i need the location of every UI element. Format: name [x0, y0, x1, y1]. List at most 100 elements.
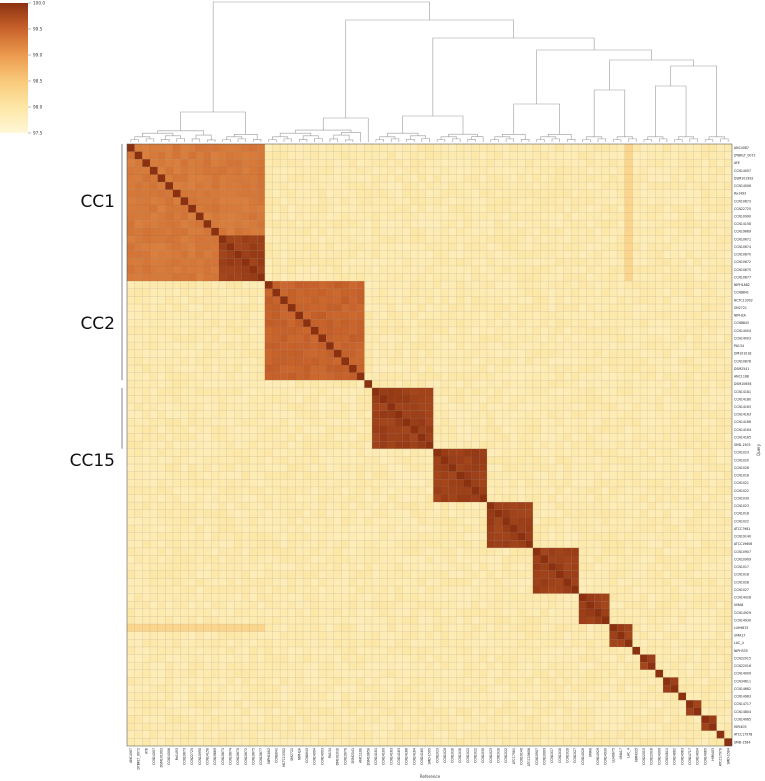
- heatmap-cell: [410, 509, 419, 518]
- heatmap-cell: [364, 159, 373, 167]
- heatmap-cell: [655, 502, 664, 510]
- heatmap-cell: [303, 174, 311, 183]
- heatmap-cell: [241, 334, 250, 343]
- heatmap-cell: [249, 502, 258, 510]
- heatmap-cell: [486, 342, 495, 350]
- heatmap-cell: [402, 235, 411, 244]
- heatmap-cell: [295, 204, 304, 213]
- heatmap-cell: [632, 456, 641, 465]
- heatmap-cell: [333, 555, 342, 564]
- heatmap-cell: [640, 159, 648, 167]
- heatmap-cell: [195, 304, 204, 312]
- heatmap-cell: [280, 159, 288, 167]
- heatmap-cell: [264, 448, 273, 457]
- heatmap-cell: [379, 166, 388, 175]
- heatmap-cell: [349, 608, 357, 617]
- heatmap-cell: [195, 258, 204, 266]
- heatmap-cell: [287, 502, 296, 510]
- heatmap-cell: [640, 608, 648, 617]
- heatmap-cell: [640, 258, 648, 266]
- heatmap-cell: [701, 380, 710, 388]
- heatmap-cell: [402, 288, 411, 297]
- heatmap-cell: [142, 486, 151, 495]
- heatmap-cell: [709, 464, 717, 472]
- heatmap-cell: [456, 601, 465, 609]
- heatmap-cell: [601, 387, 610, 396]
- heatmap-cell: [609, 547, 618, 556]
- heatmap-cell: [295, 509, 304, 518]
- heatmap-cell: [601, 585, 610, 594]
- heatmap-cell: [632, 464, 641, 472]
- heatmap-cell: [509, 311, 518, 320]
- heatmap-cell: [716, 189, 725, 198]
- heatmap-cell: [640, 418, 648, 426]
- heatmap-cell: [310, 387, 319, 396]
- heatmap-cell: [356, 304, 365, 312]
- heatmap-cell: [226, 235, 235, 244]
- heatmap-cell: [571, 342, 579, 350]
- heatmap-cell: [257, 151, 265, 160]
- heatmap-cell: [149, 563, 158, 571]
- heatmap-cell: [318, 296, 327, 305]
- heatmap-cell: [287, 441, 296, 449]
- heatmap-cell: [502, 364, 510, 373]
- heatmap-cell: [249, 311, 258, 320]
- heatmap-cell: [548, 281, 556, 289]
- heatmap-cell: [647, 418, 656, 426]
- heatmap-cell: [425, 395, 434, 404]
- heatmap-cell: [211, 258, 219, 266]
- heatmap-cell: [379, 494, 388, 503]
- heatmap-cell: [264, 555, 273, 564]
- heatmap-cell: [517, 471, 526, 480]
- heatmap-cell: [663, 174, 671, 183]
- heatmap-cell: [387, 372, 396, 381]
- heatmap-cell: [678, 585, 687, 594]
- heatmap-cell: [693, 471, 702, 480]
- heatmap-cell: [624, 471, 633, 480]
- heatmap-cell: [486, 288, 495, 297]
- heatmap-cell: [586, 357, 595, 366]
- heatmap-cell: [578, 540, 587, 548]
- heatmap-cell: [387, 593, 396, 602]
- heatmap-cell: [724, 433, 733, 442]
- heatmap-cell: [517, 616, 526, 625]
- heatmap-cell: [663, 151, 671, 160]
- heatmap-cell: [647, 532, 656, 541]
- heatmap-cell: [172, 608, 181, 617]
- heatmap-cell: [578, 334, 587, 343]
- heatmap-cell: [280, 334, 288, 343]
- heatmap-cell: [264, 578, 273, 587]
- heatmap-cell: [349, 471, 357, 480]
- heatmap-cell: [356, 425, 365, 434]
- heatmap-cell: [632, 204, 641, 213]
- heatmap-cell: [318, 288, 327, 297]
- heatmap-cell: [142, 593, 151, 602]
- heatmap-cell: [448, 433, 457, 442]
- heatmap-cell: [134, 288, 143, 297]
- heatmap-cell: [172, 624, 181, 632]
- heatmap-cell: [165, 387, 173, 396]
- heatmap-cell: [571, 486, 579, 495]
- heatmap-cell: [195, 265, 204, 274]
- heatmap-cell: [157, 517, 166, 526]
- heatmap-cell: [433, 509, 442, 518]
- heatmap-cell: [203, 593, 212, 602]
- heatmap-cell: [655, 227, 664, 236]
- heatmap-cell: [264, 357, 273, 366]
- heatmap-cell: [502, 189, 510, 198]
- heatmap-cell: [349, 410, 357, 419]
- heatmap-cell: [724, 593, 733, 602]
- heatmap-cell: [448, 418, 457, 426]
- heatmap-cell: [134, 547, 143, 556]
- heatmap-cell: [395, 464, 403, 472]
- heatmap-cell: [372, 395, 380, 404]
- heatmap-cell: [701, 151, 710, 160]
- heatmap-cell: [486, 425, 495, 434]
- heatmap-cell: [471, 616, 480, 625]
- heatmap-cell: [433, 441, 442, 449]
- heatmap-cell: [395, 265, 403, 274]
- heatmap-cell: [502, 380, 510, 388]
- heatmap-cell: [272, 585, 281, 594]
- heatmap-cell: [578, 456, 587, 465]
- heatmap-cell: [494, 395, 503, 404]
